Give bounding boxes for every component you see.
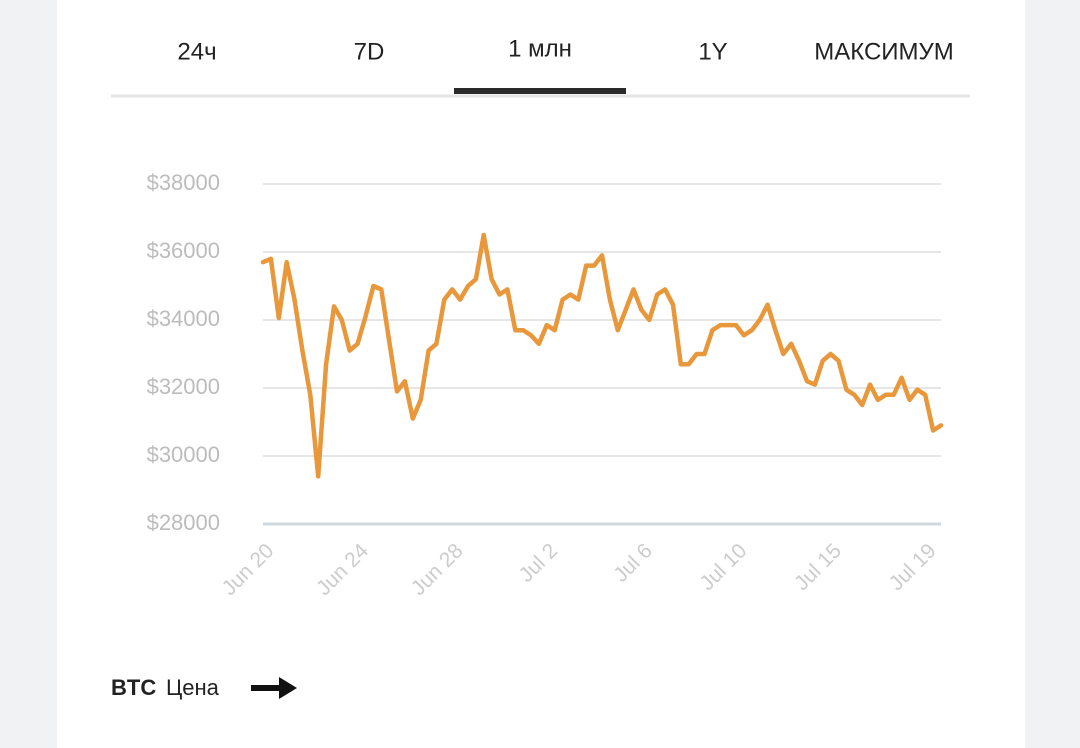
tab[interactable]: 1Y <box>698 38 727 65</box>
legend-label: Цена <box>166 675 220 700</box>
card <box>57 0 1025 748</box>
y-tick-label: $28000 <box>147 510 220 535</box>
price-line <box>260 232 944 479</box>
legend-symbol: BTC <box>111 675 156 700</box>
tab[interactable]: 24ч <box>177 38 216 65</box>
tab-bar: 24ч 7D 1 млн 1Y МАКСИМУМ <box>177 35 954 94</box>
arrow-icon[interactable] <box>251 677 297 699</box>
y-tick-label: $38000 <box>147 170 220 195</box>
tab[interactable]: МАКСИМУМ <box>814 38 954 65</box>
y-tick-label: $34000 <box>147 306 220 331</box>
y-tick-label: $32000 <box>147 374 220 399</box>
arrow-head <box>279 677 297 699</box>
y-tick-label: $30000 <box>147 442 220 467</box>
tab[interactable]: 7D <box>354 38 385 65</box>
tab-indicator <box>454 88 626 94</box>
tab[interactable]: 1 млн <box>508 35 572 62</box>
y-tick-label: $36000 <box>147 238 220 263</box>
